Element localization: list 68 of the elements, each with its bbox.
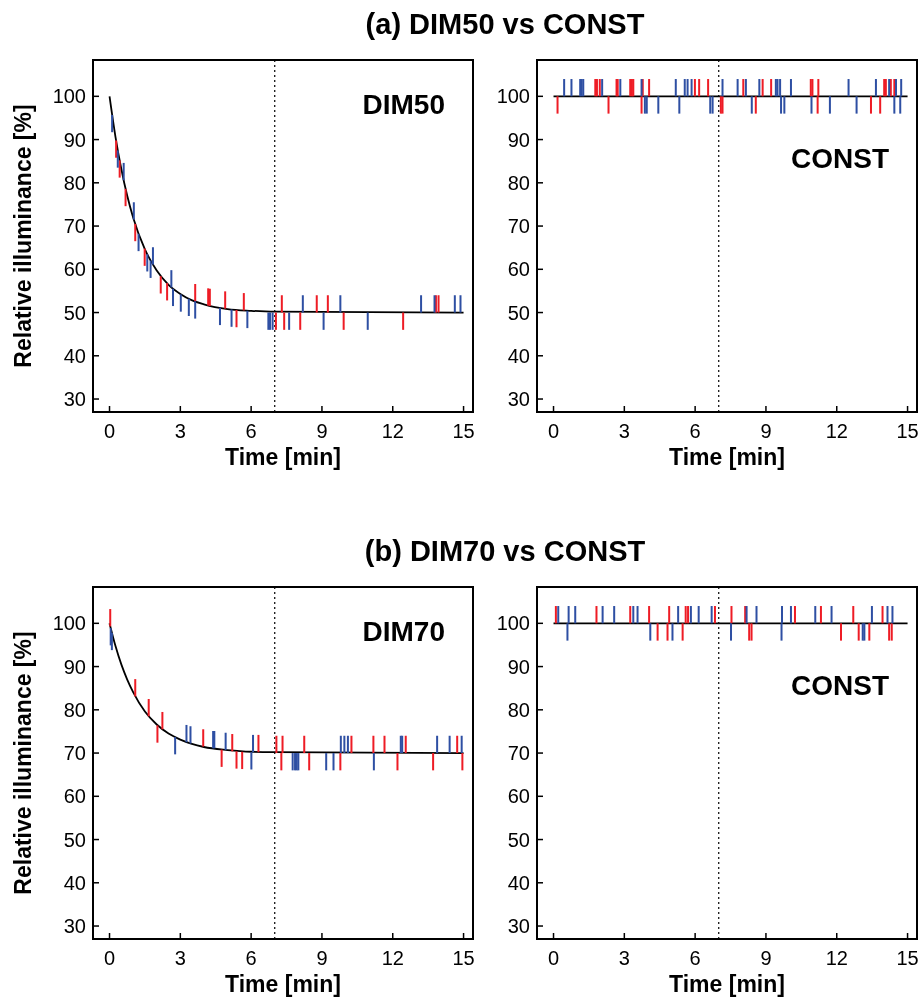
x-tick-label: 3 bbox=[618, 420, 630, 442]
x-tick-label: 0 bbox=[547, 420, 560, 442]
x-tick-label: 9 bbox=[316, 947, 328, 969]
x-tick-label: 9 bbox=[760, 947, 772, 969]
x-tick-label: 15 bbox=[896, 947, 919, 969]
y-tick-label: 40 bbox=[63, 871, 86, 894]
y-tick-label: 70 bbox=[63, 742, 86, 765]
y-tick-label: 50 bbox=[63, 828, 86, 851]
y-tick-label: 40 bbox=[63, 344, 86, 367]
y-tick-label: 90 bbox=[507, 655, 530, 678]
y-tick-label: 100 bbox=[52, 85, 86, 108]
y-tick-label: 100 bbox=[496, 612, 530, 635]
x-tick-label: 12 bbox=[381, 420, 404, 442]
y-tick-label: 70 bbox=[507, 215, 530, 238]
y-tick-label: 80 bbox=[507, 698, 530, 721]
x-tick-label: 0 bbox=[547, 947, 560, 969]
chart-title: (a) DIM50 vs CONST bbox=[365, 8, 645, 40]
y-tick-label: 100 bbox=[496, 85, 530, 108]
y-tick-label: 50 bbox=[63, 301, 86, 324]
annotation: DIM50 bbox=[362, 89, 445, 120]
x-tick-label: 12 bbox=[381, 947, 404, 969]
y-tick-label: 80 bbox=[63, 171, 86, 194]
x-axis-title: Time [min] bbox=[669, 971, 785, 997]
y-tick-label: 40 bbox=[507, 871, 530, 894]
y-tick-label: 50 bbox=[507, 828, 530, 851]
x-tick-label: 15 bbox=[896, 420, 919, 442]
x-tick-label: 3 bbox=[174, 947, 186, 969]
x-axis-title: Time [min] bbox=[225, 444, 341, 470]
x-tick-label: 0 bbox=[103, 947, 116, 969]
x-tick-label: 12 bbox=[825, 420, 848, 442]
x-axis-title: Time [min] bbox=[669, 444, 785, 470]
x-tick-label: 6 bbox=[245, 420, 257, 442]
y-tick-label: 70 bbox=[63, 215, 86, 238]
y-tick-label: 90 bbox=[63, 128, 86, 151]
x-tick-label: 9 bbox=[316, 420, 328, 442]
y-tick-label: 100 bbox=[52, 612, 86, 635]
y-axis-title: Relative illuminance [%] bbox=[10, 104, 36, 368]
x-tick-label: 6 bbox=[689, 947, 701, 969]
y-tick-label: 60 bbox=[507, 258, 530, 281]
y-axis-title: Relative illuminance [%] bbox=[10, 631, 36, 895]
y-tick-label: 30 bbox=[63, 915, 86, 938]
x-tick-label: 12 bbox=[825, 947, 848, 969]
x-tick-label: 3 bbox=[618, 947, 630, 969]
x-tick-label: 9 bbox=[760, 420, 772, 442]
y-tick-label: 80 bbox=[63, 698, 86, 721]
y-tick-label: 40 bbox=[507, 344, 530, 367]
y-tick-label: 70 bbox=[507, 742, 530, 765]
x-tick-label: 3 bbox=[174, 420, 186, 442]
x-axis-title: Time [min] bbox=[225, 971, 341, 997]
y-tick-label: 30 bbox=[63, 388, 86, 411]
x-tick-label: 0 bbox=[103, 420, 116, 442]
x-tick-label: 15 bbox=[452, 947, 475, 969]
annotation: CONST bbox=[791, 670, 889, 701]
y-tick-label: 60 bbox=[507, 785, 530, 808]
chart-title: (b) DIM70 vs CONST bbox=[364, 535, 646, 567]
y-tick-label: 60 bbox=[63, 785, 86, 808]
y-tick-label: 90 bbox=[507, 128, 530, 151]
y-tick-label: 90 bbox=[63, 655, 86, 678]
y-tick-label: 50 bbox=[507, 301, 530, 324]
y-tick-label: 30 bbox=[507, 388, 530, 411]
y-tick-label: 30 bbox=[507, 915, 530, 938]
annotation: CONST bbox=[791, 143, 889, 174]
y-tick-label: 80 bbox=[507, 171, 530, 194]
x-tick-label: 6 bbox=[245, 947, 257, 969]
x-tick-label: 15 bbox=[452, 420, 475, 442]
y-tick-label: 60 bbox=[63, 258, 86, 281]
x-tick-label: 6 bbox=[689, 420, 701, 442]
annotation: DIM70 bbox=[362, 616, 445, 647]
